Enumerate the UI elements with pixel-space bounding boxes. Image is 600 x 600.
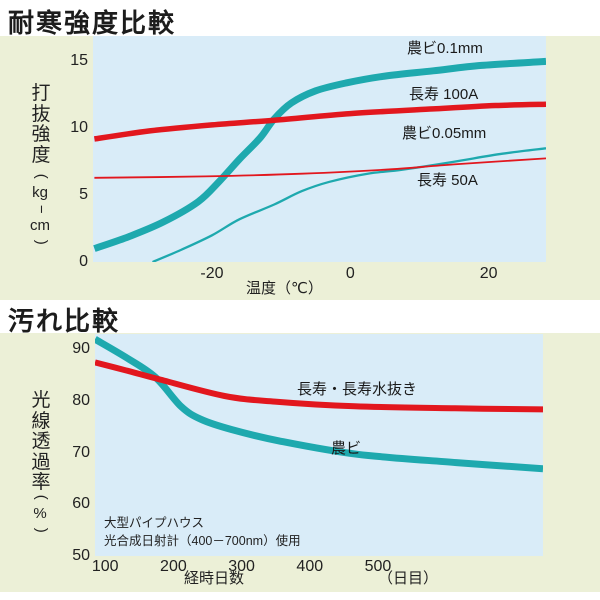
chart2-y-axis-unit: (%) — [27, 489, 53, 539]
series-chouju-mizunuki — [95, 359, 543, 413]
chart2-x-tick-500: 500 — [364, 558, 392, 575]
chart2-panel — [0, 333, 600, 592]
chart2-y-tick-80: 80 — [72, 392, 90, 410]
chart2-x-axis-unit: （日目） — [378, 570, 439, 587]
curve-label-noubi: 農ビ — [331, 440, 362, 457]
curve-label-chouju-50a: 長寿 50A — [417, 172, 478, 189]
chart1-y-tick-10: 10 — [70, 119, 88, 137]
curve-label-noubi-0-05mm: 農ビ0.05mm — [402, 125, 487, 142]
chart1-title: 耐寒強度比較 — [8, 8, 177, 38]
chart2-y-tick-50: 50 — [72, 547, 90, 564]
chart2-y-tick-70: 70 — [72, 443, 90, 461]
chart1-y-axis-title: 打抜強度 — [31, 83, 51, 166]
series-noubi-0-05mm — [152, 147, 546, 262]
series-noubi — [95, 336, 543, 473]
chart1-series-svg — [93, 57, 546, 262]
chart1-x-tick-0: 0 — [345, 265, 355, 282]
chart2-y-tick-90: 90 — [72, 340, 90, 358]
y-unit-part: % — [33, 504, 47, 522]
series-noubi-0-1mm — [93, 57, 546, 252]
chart1-y-tick-15: 15 — [70, 52, 88, 70]
chart2-x-axis-title: 経時日数 — [184, 570, 245, 587]
chart1-y-tick-0: 0 — [79, 253, 88, 270]
chart1-y-axis-unit: ( kg − cm) — [27, 168, 53, 251]
chart1-x-axis-title: 温度（℃） — [246, 280, 323, 297]
annotation-line-2: 光合成日射計（400－700nm）使用 — [104, 534, 301, 549]
curve-label-chouju-100a: 長寿 100A — [409, 86, 479, 103]
chart1-x-tick-20: 20 — [479, 265, 498, 282]
chart2-x-tick-300: 300 — [228, 558, 255, 575]
y-unit-part: ( — [32, 173, 50, 179]
chart2-y-axis-title: 光線透過率 — [31, 390, 51, 494]
chart1-x-tick--20: -20 — [200, 265, 224, 282]
annotation-line-1: 大型パイプハウス — [104, 516, 205, 530]
chart2-x-tick-200: 200 — [160, 558, 187, 575]
chart2-y-tick-60: 60 — [72, 495, 90, 513]
y-unit-part: ) — [32, 239, 50, 245]
y-unit-part: ) — [32, 527, 50, 533]
series-chouju-50a — [94, 157, 546, 179]
chart2-series-svg — [95, 336, 543, 473]
chart2-x-tick-400: 400 — [296, 558, 324, 575]
series-chouju-100a — [93, 101, 546, 142]
y-unit-part: ( — [32, 494, 50, 500]
y-unit-part: cm — [30, 216, 50, 234]
chart1-panel — [0, 36, 600, 300]
chart2-plot-area — [95, 334, 543, 556]
chart1-y-tick-5: 5 — [79, 186, 88, 204]
curve-label-chouju-mizunuki: 長寿・長寿水抜き — [297, 381, 418, 398]
chart2-annotation: 大型パイプハウス 光合成日射計（400－700nm）使用 — [104, 514, 301, 550]
chart2-x-tick-100: 100 — [91, 558, 119, 575]
y-unit-part: kg — [32, 183, 48, 201]
curve-label-noubi-0-1mm: 農ビ0.1mm — [407, 40, 483, 57]
chart1-plot-area — [93, 36, 546, 262]
y-unit-part: − — [32, 204, 50, 214]
chart2-title: 汚れ比較 — [8, 306, 121, 336]
